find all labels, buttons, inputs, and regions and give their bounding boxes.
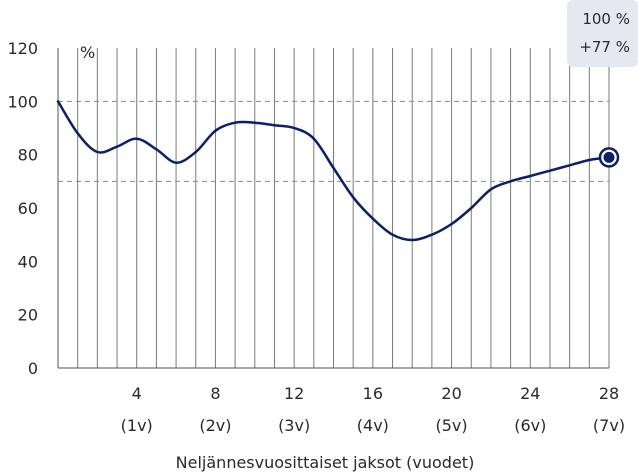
endpoint-marker-dot bbox=[603, 151, 615, 163]
x-tick-label: 16 bbox=[363, 384, 383, 403]
x-tick-label: 28 bbox=[599, 384, 619, 403]
x-axis-title: Neljännesvuosittaiset jaksot (vuodet) bbox=[176, 453, 475, 472]
x-tick-label: 4 bbox=[132, 384, 142, 403]
y-tick-label: 20 bbox=[18, 306, 38, 325]
y-tick-label: 100 bbox=[7, 92, 38, 111]
x-tick-sublabel: (2v) bbox=[199, 416, 231, 435]
x-tick-label: 20 bbox=[441, 384, 461, 403]
x-tick-label: 24 bbox=[520, 384, 540, 403]
callout-line-1: 100 % bbox=[582, 10, 630, 28]
x-tick-sublabel: (3v) bbox=[278, 416, 310, 435]
x-tick-sublabel: (4v) bbox=[357, 416, 389, 435]
y-tick-label: 40 bbox=[18, 252, 38, 271]
x-tick-sublabel: (6v) bbox=[514, 416, 546, 435]
y-tick-label: 120 bbox=[7, 39, 38, 58]
callout: 100 % +77 % bbox=[567, 0, 638, 67]
y-tick-label: 60 bbox=[18, 199, 38, 218]
callout-line-2: +77 % bbox=[579, 38, 630, 56]
x-tick-sublabel: (5v) bbox=[436, 416, 468, 435]
x-axis: 4 (1v) 8 (2v) 12 (3v) 16 (4v) 20 (5v) 24 (6v) 28 (7v) bbox=[58, 367, 625, 435]
x-tick-sublabel: (1v) bbox=[121, 416, 153, 435]
callout-box bbox=[567, 0, 638, 67]
x-tick-sublabel: (7v) bbox=[593, 416, 625, 435]
y-axis: 0 20 40 60 80 100 120 bbox=[7, 39, 59, 378]
x-tick-label: 8 bbox=[210, 384, 220, 403]
y-axis-unit-label: % bbox=[80, 43, 95, 62]
series bbox=[56, 100, 620, 242]
vertical-gridlines bbox=[77, 48, 610, 368]
x-tick-label: 12 bbox=[284, 384, 304, 403]
y-tick-label: 80 bbox=[18, 146, 38, 165]
series-line bbox=[56, 100, 611, 242]
reference-lines bbox=[58, 100, 609, 182]
y-tick-label: 0 bbox=[28, 359, 38, 378]
